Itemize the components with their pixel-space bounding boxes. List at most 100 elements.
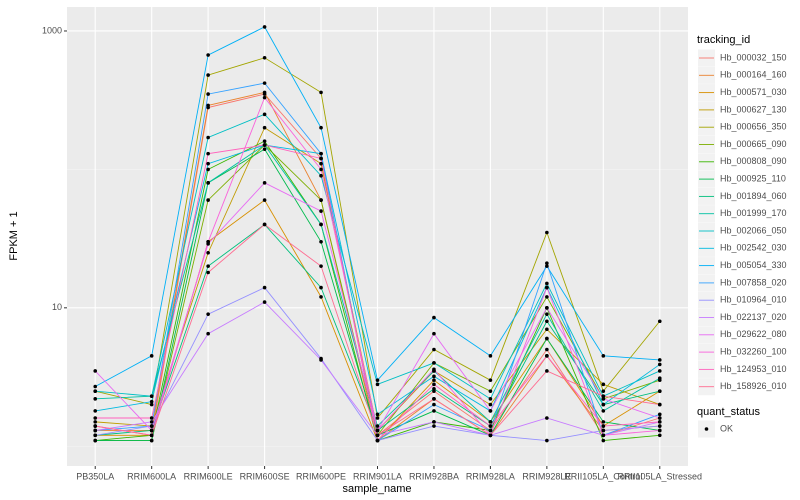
point [657,420,662,424]
legend-label: Hb_000656_350 [720,122,787,132]
x-tick-label: RRIM600LA [127,471,176,481]
point [93,397,98,401]
point [545,230,549,235]
point [432,424,436,428]
legend-label: Hb_001999_170 [720,208,787,218]
point [488,378,493,383]
point [601,382,606,387]
point [93,424,98,428]
point [545,312,549,316]
point [657,433,662,438]
point [93,369,98,373]
point [262,147,267,151]
legend-label: Hb_002542_030 [720,243,787,253]
point [432,378,436,383]
x-tick-label: RRIM600PE [296,471,346,481]
x-tick-label: RRIM600SE [240,471,290,481]
point [375,428,380,433]
point [149,402,154,407]
point [319,151,323,156]
point [545,281,549,286]
point [206,239,210,244]
point [206,92,210,96]
point [149,354,154,358]
point [432,397,436,401]
point [262,143,267,147]
point [206,53,210,57]
point [319,222,323,227]
point [206,198,210,202]
point [93,433,98,438]
point [149,433,154,438]
point [93,420,98,424]
point [432,382,436,387]
y-tick-label: 10 [52,302,62,312]
point [206,151,210,156]
point [545,295,549,299]
point [93,409,98,413]
x-tick-label: RRIM928BA [409,471,459,481]
point [657,319,662,324]
point [149,438,154,443]
legend-label: Hb_000808_090 [720,156,787,166]
point [375,433,380,438]
x-tick-label: PB350LA [76,471,114,481]
point [545,347,549,352]
point [262,198,267,202]
point [375,378,380,383]
point [262,95,267,100]
point [488,428,493,433]
point [657,389,662,393]
point [149,399,154,404]
point [488,397,493,401]
point [206,250,210,255]
y-tick-label: 1000 [42,25,62,35]
point [319,161,323,166]
point [601,424,606,428]
point [488,402,493,407]
point [601,354,606,358]
x-tick-label: RRII105LA_Control [564,471,642,481]
point [601,438,606,443]
legend-label: Hb_000627_130 [720,104,787,114]
point [319,285,323,290]
point [262,222,267,227]
point [375,412,380,417]
point [206,270,210,275]
point [545,438,549,443]
point [206,73,210,77]
point [149,428,154,433]
legend-label: Hb_002066_050 [720,225,787,235]
point [601,397,606,401]
point [545,369,549,373]
legend-label: Hb_022137_020 [720,312,787,322]
point [545,264,549,268]
point [488,389,493,393]
point [432,420,436,424]
x-tick-label: RRIM901LA [353,471,402,481]
point [262,112,267,117]
x-tick-label: RRIM600LE [184,471,233,481]
point [432,331,436,336]
point [601,433,606,438]
point [601,428,606,433]
point [375,438,380,443]
point [432,367,436,372]
point [319,90,323,95]
point [262,139,267,143]
point [319,209,323,213]
point [149,416,154,420]
point [206,135,210,140]
point [93,384,98,389]
point [149,420,154,424]
shape-legend-title: quant_status [697,406,760,418]
point [657,358,662,362]
point [149,394,154,398]
point [432,387,436,391]
point [319,358,323,362]
point [93,416,98,420]
point [488,433,493,438]
point [319,198,323,202]
legend-label: Hb_000571_030 [720,87,787,97]
